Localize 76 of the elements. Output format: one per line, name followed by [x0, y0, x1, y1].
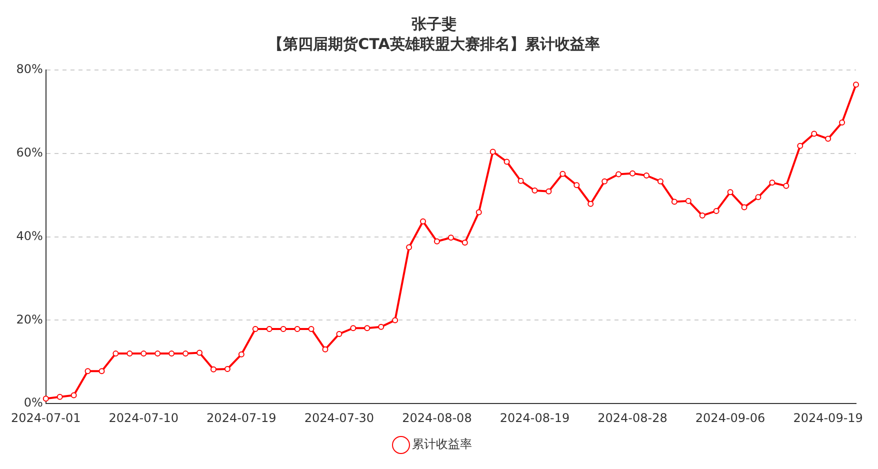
point — [839, 120, 846, 126]
point — [616, 171, 622, 178]
point — [713, 208, 720, 214]
point — [238, 351, 244, 358]
point — [560, 170, 566, 177]
point — [84, 368, 91, 374]
point — [294, 326, 300, 332]
point — [741, 204, 748, 210]
point — [252, 326, 258, 332]
point — [588, 200, 594, 207]
y-tick-label: 40% — [16, 228, 43, 243]
point — [420, 218, 426, 224]
point — [825, 136, 832, 142]
point — [126, 350, 133, 357]
point — [490, 148, 496, 155]
point — [406, 244, 412, 250]
point — [392, 317, 398, 324]
x-tick-label: 2024-08-19 — [500, 410, 570, 425]
point — [98, 368, 105, 374]
point — [112, 350, 119, 357]
point — [685, 198, 692, 204]
point — [532, 188, 538, 194]
point — [462, 240, 468, 246]
point — [671, 198, 678, 205]
point — [727, 189, 734, 196]
point — [140, 350, 147, 357]
point — [168, 350, 175, 357]
point — [518, 178, 524, 184]
chart-title: 张子斐 — [412, 14, 456, 33]
x-tick-label: 2024-09-06 — [695, 410, 766, 425]
legend-label: 累计收益率 — [412, 437, 472, 452]
point — [448, 234, 454, 241]
point — [154, 350, 161, 357]
point — [350, 325, 356, 332]
x-tick-label: 2024-07-10 — [108, 410, 179, 425]
x-tick-label: 2024-07-01 — [10, 410, 81, 425]
point — [630, 170, 636, 176]
point — [196, 350, 203, 356]
point — [769, 180, 776, 186]
point — [336, 330, 342, 337]
y-tick-label: 60% — [16, 146, 43, 160]
point — [602, 178, 608, 184]
point — [42, 396, 49, 402]
y-tick-label: 0% — [24, 396, 43, 410]
point — [322, 346, 328, 352]
point — [476, 209, 482, 216]
point — [699, 212, 706, 219]
x-tick-label: 2024-08-08 — [402, 410, 472, 425]
point — [308, 326, 314, 332]
point — [266, 326, 272, 332]
point — [364, 325, 370, 332]
point — [853, 82, 859, 88]
point — [182, 350, 189, 357]
point — [574, 182, 580, 188]
point — [378, 324, 384, 330]
y-tick-label: 20% — [16, 312, 43, 326]
point — [224, 366, 230, 372]
x-tick-label: 2024-07-30 — [304, 410, 374, 425]
point — [643, 172, 650, 178]
point — [657, 178, 664, 184]
point — [797, 142, 804, 149]
point — [70, 392, 77, 398]
x-tick-label: 2024-08-28 — [598, 410, 668, 425]
chart-subtitle: 【第四届期货CTA英雄联盟大赛排名】累计收益率 — [268, 34, 600, 53]
point — [210, 366, 216, 372]
point — [811, 130, 818, 137]
x-tick-label: 2024-07-19 — [206, 410, 276, 425]
point — [56, 394, 63, 400]
x-tick-label: 2024-09-19 — [793, 410, 863, 425]
point — [280, 326, 286, 332]
point — [755, 194, 762, 200]
point — [546, 188, 552, 194]
point — [783, 182, 790, 189]
point — [434, 238, 440, 244]
y-tick-label: 80% — [16, 62, 43, 76]
point — [504, 158, 510, 165]
